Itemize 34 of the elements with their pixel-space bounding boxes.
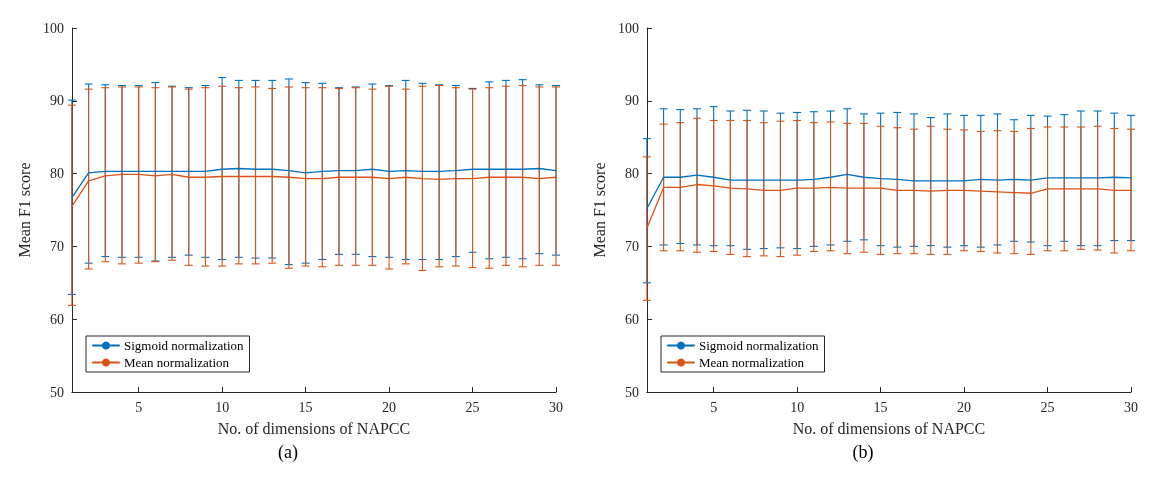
legend-label: Sigmoid normalization (124, 338, 245, 353)
x-tick-label: 10 (215, 399, 230, 415)
text: (a) (278, 442, 298, 463)
text: (b) (852, 442, 874, 463)
y-tick-label: 90 (49, 93, 64, 109)
y-tick-label: 80 (624, 166, 639, 182)
x-axis-title: No. of dimensions of NAPCC (792, 419, 986, 437)
x-tick-label: 20 (382, 399, 397, 415)
x-tick-label: 20 (957, 399, 972, 415)
y-tick-label: 80 (49, 166, 64, 182)
x-tick-label: 10 (790, 399, 805, 415)
x-tick-label: 30 (1124, 399, 1138, 415)
x-tick-label: 5 (135, 399, 143, 415)
y-tick-label: 70 (49, 238, 64, 254)
y-tick-label: 50 (49, 384, 64, 400)
x-tick-label: 15 (873, 399, 888, 415)
x-tick-label: 30 (549, 399, 563, 415)
x-tick-label: 5 (710, 399, 718, 415)
y-tick-label: 90 (624, 93, 639, 109)
x-axis-title: No. of dimensions of NAPCC (217, 419, 411, 437)
legend-label: Mean normalization (124, 355, 230, 370)
x-tick-label: 15 (298, 399, 313, 415)
y-axis-title: Mean F1 score (590, 162, 608, 258)
y-tick-label: 50 (624, 384, 639, 400)
y-tick-label: 60 (624, 311, 639, 327)
y-tick-label: 70 (624, 238, 639, 254)
y-tick-label: 100 (42, 20, 64, 36)
legend-label: Sigmoid normalization (699, 338, 820, 353)
y-axis-title: Mean F1 score (15, 162, 33, 258)
y-tick-label: 60 (49, 311, 64, 327)
x-tick-label: 25 (465, 399, 480, 415)
legend-label: Mean normalization (699, 355, 805, 370)
x-tick-label: 25 (1040, 399, 1055, 415)
y-tick-label: 100 (617, 20, 639, 36)
